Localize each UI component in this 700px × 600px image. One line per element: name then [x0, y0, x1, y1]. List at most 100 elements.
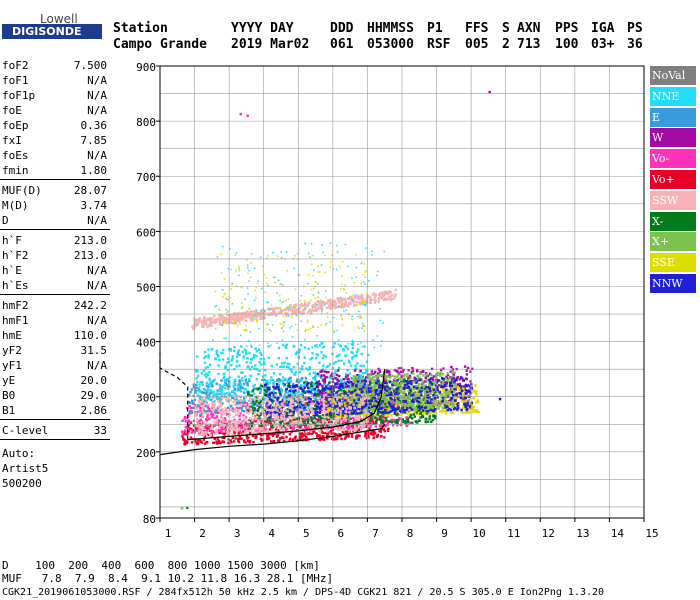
- echo-dot: [301, 414, 304, 417]
- echo-dot: [251, 400, 255, 403]
- echo-dot: [430, 398, 433, 401]
- echo-dot: [253, 387, 256, 390]
- echo-dot: [350, 398, 353, 401]
- echo-dot: [213, 437, 216, 440]
- echo-dot: [369, 390, 372, 393]
- echo-dot: [234, 408, 238, 411]
- echo-dot: [308, 365, 311, 369]
- echo-dot: [296, 351, 299, 354]
- echo-dot: [388, 380, 391, 384]
- echo-dot: [396, 373, 400, 376]
- echo-dot: [369, 402, 372, 406]
- echo-dot: [370, 370, 374, 373]
- echo-dot: [244, 378, 247, 381]
- echo-dot: [299, 436, 302, 440]
- echo-dot: [441, 410, 444, 413]
- echo-dot: [205, 384, 209, 388]
- echo-dot: [291, 428, 294, 432]
- echo-dot: [395, 418, 399, 422]
- echo-dot: [192, 394, 195, 398]
- echo-dot: [353, 380, 356, 383]
- echo-dot: [396, 387, 400, 390]
- echo-dot: [460, 408, 463, 412]
- echo-dot: [454, 397, 457, 400]
- echo-dot: [457, 402, 460, 405]
- echo-dot: [346, 377, 350, 380]
- echo-dot: [339, 412, 342, 415]
- divider: [0, 229, 110, 230]
- echo-dot: [369, 382, 372, 385]
- echo-dot: [339, 396, 343, 400]
- echo-dot: [368, 419, 371, 423]
- echo-dot: [293, 418, 297, 421]
- echo-dot: [311, 430, 315, 433]
- echo-dot: [252, 409, 255, 413]
- echo-dot: [192, 424, 196, 427]
- echo-dot: [304, 432, 307, 435]
- echo-dot: [368, 415, 372, 419]
- echo-dot: [341, 430, 344, 434]
- echo-dot: [207, 354, 210, 357]
- echo-dot: [264, 427, 267, 431]
- echo-dot: [244, 388, 247, 391]
- echo-dot: [397, 401, 401, 404]
- echo-dot: [390, 421, 394, 424]
- echo-dot: [288, 424, 291, 427]
- echo-dot: [255, 396, 259, 399]
- echo-dot: [330, 390, 334, 394]
- echo-dot: [395, 399, 399, 402]
- echo-dot: [424, 401, 427, 404]
- echo-dot: [431, 406, 434, 410]
- echo-dot: [410, 371, 414, 374]
- echo-dot: [293, 437, 296, 440]
- echo-dot: [367, 422, 370, 425]
- echo-dot: [446, 373, 450, 377]
- echo-dot: [476, 410, 479, 413]
- echo-dot: [324, 407, 328, 411]
- echo-dot: [476, 399, 479, 402]
- echo-dot: [249, 396, 253, 399]
- echo-dot: [394, 392, 397, 396]
- echo-dot: [376, 411, 379, 414]
- echo-dot: [344, 410, 347, 413]
- echo-dot: [301, 365, 304, 368]
- echo-dot: [420, 405, 424, 408]
- echo-dot: [420, 384, 424, 388]
- param-row: h`Es N/A: [0, 278, 110, 293]
- echo-dot: [436, 388, 439, 392]
- echo-dot: [224, 425, 227, 429]
- echo-dot: [314, 419, 317, 423]
- echo-dot: [215, 440, 218, 443]
- echo-dot: [206, 425, 210, 428]
- echo-dot: [316, 394, 319, 397]
- echo-dot: [352, 387, 355, 390]
- echo-dot: [449, 406, 453, 410]
- echo-dot: [430, 388, 434, 392]
- echo-dot: [230, 424, 233, 427]
- echo-dot: [395, 395, 398, 398]
- echo-dot: [358, 405, 361, 409]
- echo-dot: [399, 394, 403, 398]
- echo-dot: [249, 374, 252, 378]
- echo-dot: [450, 365, 453, 369]
- echo-dot: [235, 413, 239, 416]
- echo-dot: [378, 384, 381, 387]
- echo-dot: [219, 404, 223, 408]
- echo-dot: [349, 399, 352, 402]
- echo-dot: [451, 406, 454, 409]
- echo-dot: [347, 409, 350, 412]
- echo-dot: [355, 423, 358, 426]
- echo-dot: [338, 404, 341, 408]
- echo-dot: [337, 359, 340, 362]
- echo-dot: [242, 410, 246, 413]
- echo-dot: [372, 431, 375, 434]
- echo-dot: [372, 429, 375, 432]
- echo-dot: [203, 350, 207, 354]
- echo-dot: [395, 404, 398, 407]
- echo-dot: [424, 371, 428, 375]
- echo-dot: [387, 398, 390, 401]
- echo-dot: [334, 396, 337, 399]
- echo-dot: [289, 401, 293, 404]
- echo-dot: [243, 425, 247, 428]
- echo-dot: [416, 374, 420, 377]
